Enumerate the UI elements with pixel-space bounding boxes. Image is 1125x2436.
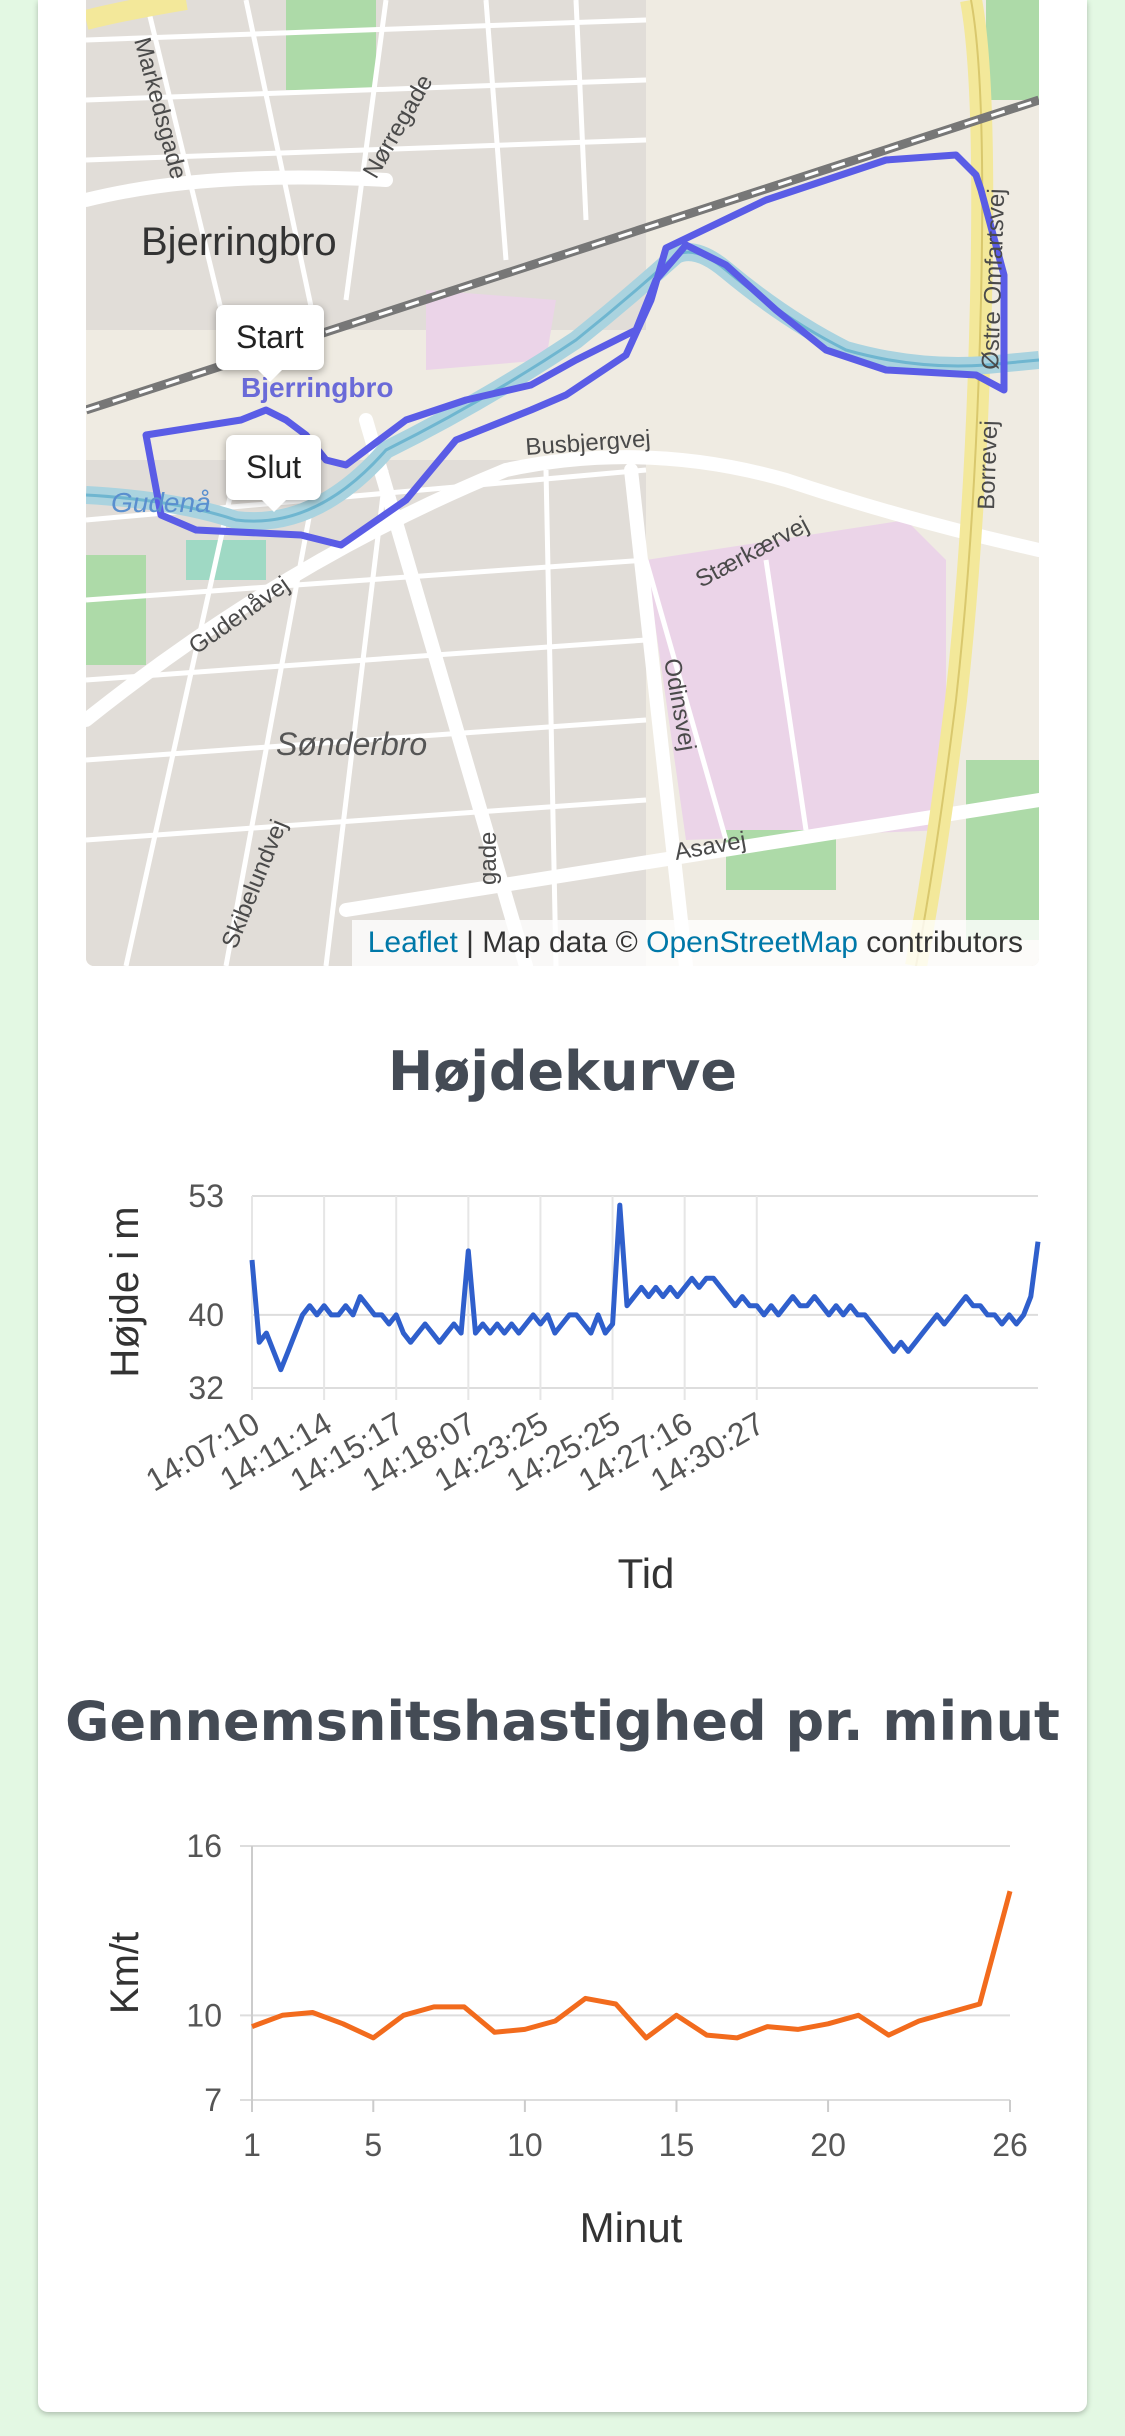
attribution-text: | Map data © bbox=[457, 926, 647, 959]
map-label-borrevej: Borrevej bbox=[973, 420, 1003, 510]
y-tick-label: 32 bbox=[188, 1370, 224, 1406]
y-tick-label: 7 bbox=[204, 2082, 222, 2118]
industrial-area bbox=[646, 520, 946, 840]
start-marker-label: Start bbox=[236, 319, 304, 355]
elevation-chart-title: Højdekurve bbox=[388, 1040, 737, 1103]
map-label-bjerringbro: Bjerringbro bbox=[141, 220, 337, 264]
end-marker-label: Slut bbox=[246, 449, 302, 485]
street-grid bbox=[86, 0, 809, 966]
end-marker-popup[interactable]: Slut bbox=[226, 435, 322, 512]
leaflet-link[interactable]: Leaflet bbox=[367, 926, 458, 959]
y-tick-label: 40 bbox=[188, 1297, 224, 1333]
park-area bbox=[186, 540, 266, 580]
map-label-sonderbro: Sønderbro bbox=[276, 726, 427, 762]
osm-link[interactable]: OpenStreetMap bbox=[646, 926, 858, 959]
park-area bbox=[286, 0, 376, 90]
y-tick-label: 53 bbox=[188, 1178, 224, 1214]
route-map[interactable]: Markedsgade Nørregade Bjerringbro Bjerri… bbox=[86, 0, 1039, 966]
park-area bbox=[966, 760, 1039, 940]
route-line bbox=[142, 151, 1008, 549]
park-area bbox=[986, 0, 1039, 100]
road-north bbox=[86, 0, 188, 30]
start-marker-popup[interactable]: Start bbox=[216, 305, 324, 382]
map-attribution: Leaflet | Map data © OpenStreetMap contr… bbox=[351, 920, 1039, 966]
x-axis-title: Minut bbox=[580, 2204, 683, 2251]
y-axis-title: Km/t bbox=[103, 1932, 147, 2014]
map-label-gade: gade bbox=[475, 832, 502, 885]
map-label-gudenaa: Gudenå bbox=[111, 487, 211, 518]
x-tick-label: 1 bbox=[243, 2127, 261, 2163]
x-axis-title: Tid bbox=[618, 1550, 675, 1597]
speed-series-line bbox=[251, 1890, 1013, 2041]
x-tick-label: 20 bbox=[810, 2127, 846, 2163]
industrial-area bbox=[426, 290, 556, 370]
map-label-ostre-omfartsvej: Østre Omfartsvej bbox=[977, 188, 1010, 370]
x-tick-label: 10 bbox=[507, 2127, 543, 2163]
elevation-chart: 32405314:07:1014:11:1414:15:1714:18:0714… bbox=[103, 1178, 1041, 1597]
x-tick-label: 5 bbox=[364, 2127, 382, 2163]
x-tick-label: 26 bbox=[992, 2127, 1028, 2163]
y-axis-title: Højde i m bbox=[103, 1206, 147, 1377]
attribution-suffix: contributors bbox=[857, 926, 1023, 959]
y-tick-label: 16 bbox=[186, 1828, 222, 1864]
y-tick-label: 10 bbox=[186, 1997, 222, 2033]
map-tiles[interactable]: Markedsgade Nørregade Bjerringbro Bjerri… bbox=[86, 0, 1039, 966]
x-tick-label: 15 bbox=[659, 2127, 695, 2163]
speed-chart-title: Gennemsnitshastighed pr. minut bbox=[65, 1690, 1060, 1753]
elevation-series-line bbox=[249, 1202, 1041, 1373]
park-area bbox=[86, 555, 146, 665]
